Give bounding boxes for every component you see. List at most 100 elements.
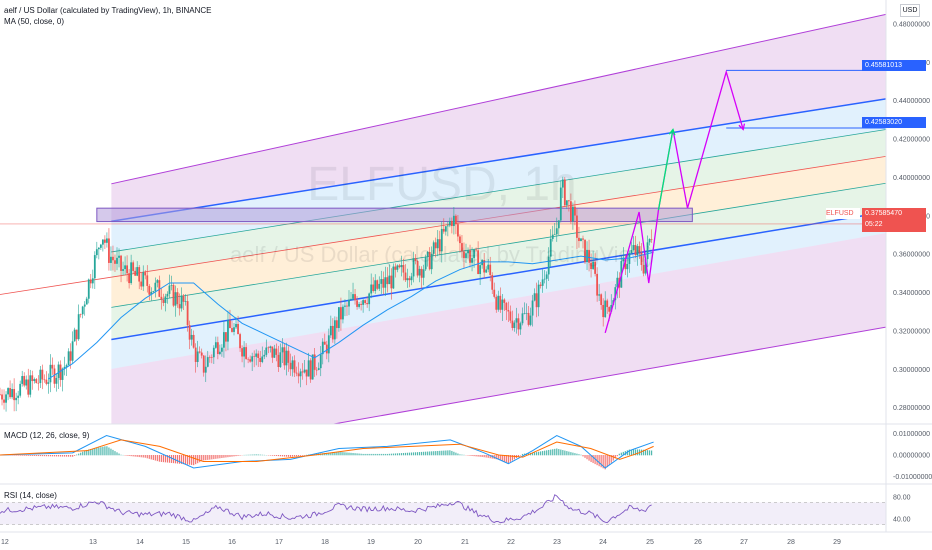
price-pane[interactable] — [0, 13, 886, 463]
candle — [287, 346, 290, 372]
macd-histogram-bar — [556, 448, 558, 456]
macd-histogram-bar — [47, 455, 50, 457]
macd-histogram-bar — [229, 455, 231, 457]
macd-histogram-bar — [600, 455, 602, 468]
candle — [114, 254, 116, 272]
time-tick-label: 23 — [553, 539, 561, 546]
macd-histogram-bar — [542, 451, 544, 456]
candle — [9, 380, 11, 399]
macd-histogram-bar — [550, 449, 552, 456]
candle — [218, 344, 221, 356]
macd-histogram-bar — [445, 450, 447, 456]
candle — [346, 302, 348, 316]
candle — [561, 176, 564, 199]
macd-pane[interactable] — [0, 434, 654, 470]
candle — [394, 263, 397, 278]
candle — [630, 241, 633, 255]
candle — [168, 274, 171, 299]
macd-histogram-bar — [283, 455, 286, 457]
candle — [188, 320, 191, 350]
candle — [285, 342, 288, 376]
candle — [23, 372, 26, 388]
macd-histogram-bar — [261, 454, 263, 456]
macd-histogram-bar — [289, 455, 292, 457]
macd-histogram-bar — [235, 455, 237, 457]
macd-histogram-bar — [435, 451, 437, 456]
candle — [93, 251, 96, 290]
candle — [73, 327, 76, 342]
candle — [515, 307, 518, 334]
candle — [440, 221, 443, 263]
macd-histogram-bar — [443, 450, 445, 456]
macd-histogram-bar — [199, 455, 201, 463]
macd-histogram-bar — [259, 454, 261, 456]
macd-histogram-bar — [425, 451, 427, 456]
candle — [408, 275, 411, 288]
macd-histogram-bar — [334, 452, 336, 456]
candle — [503, 298, 506, 312]
candle — [479, 261, 482, 285]
macd-histogram-bar — [281, 455, 284, 457]
price-tick-label: 0.32000000 — [893, 328, 930, 335]
candle — [108, 228, 110, 271]
candle — [51, 357, 54, 375]
candle — [509, 305, 512, 324]
candle — [321, 338, 324, 365]
candle — [418, 265, 421, 283]
candle — [110, 246, 112, 271]
macd-histogram-bar — [592, 455, 594, 464]
macd-histogram-bar — [644, 449, 647, 456]
candle — [180, 287, 183, 312]
macd-histogram-bar — [626, 450, 628, 456]
candle — [572, 202, 574, 230]
candle — [89, 273, 92, 289]
macd-histogram-bar — [174, 455, 177, 464]
candle — [25, 375, 28, 390]
candle — [142, 265, 145, 292]
candle — [489, 256, 492, 282]
macd-histogram-bar — [479, 455, 481, 457]
candle — [323, 333, 326, 345]
macd-histogram-bar — [382, 453, 384, 456]
target-mid-tag: 0.42583020 — [862, 117, 926, 128]
candle — [162, 293, 165, 307]
macd-histogram-bar — [449, 450, 451, 456]
macd-histogram-bar — [394, 453, 396, 456]
macd-histogram-bar — [533, 452, 536, 456]
macd-histogram-bar — [360, 453, 362, 456]
candle — [485, 266, 488, 274]
candle — [578, 226, 580, 248]
candle — [313, 347, 316, 377]
currency-button[interactable]: USD — [900, 4, 920, 17]
candle — [327, 328, 330, 363]
candle — [426, 251, 429, 267]
candle — [305, 369, 308, 386]
candle — [525, 303, 528, 321]
macd-histogram-bar — [538, 451, 540, 456]
candle — [233, 323, 235, 336]
macd-histogram-bar — [126, 455, 128, 456]
candle — [77, 304, 80, 341]
candle — [378, 276, 381, 291]
candle — [297, 362, 300, 384]
candle — [154, 277, 157, 298]
macd-histogram-bar — [610, 455, 612, 463]
candle — [148, 284, 151, 301]
macd-histogram-bar — [291, 455, 294, 457]
macd-histogram-bar — [285, 455, 288, 457]
rsi-pane[interactable] — [0, 494, 886, 525]
candle — [475, 247, 477, 252]
macd-histogram-bar — [253, 454, 255, 456]
candle — [3, 389, 5, 410]
candle — [45, 371, 48, 386]
macd-histogram-bar — [332, 452, 334, 456]
candle — [178, 293, 181, 316]
candle — [588, 239, 590, 272]
macd-histogram-bar — [459, 454, 461, 456]
channel-lower-line — [111, 211, 886, 341]
time-tick-label: 22 — [507, 539, 515, 546]
candle — [374, 274, 377, 294]
candle — [279, 343, 282, 368]
candle — [303, 359, 306, 374]
